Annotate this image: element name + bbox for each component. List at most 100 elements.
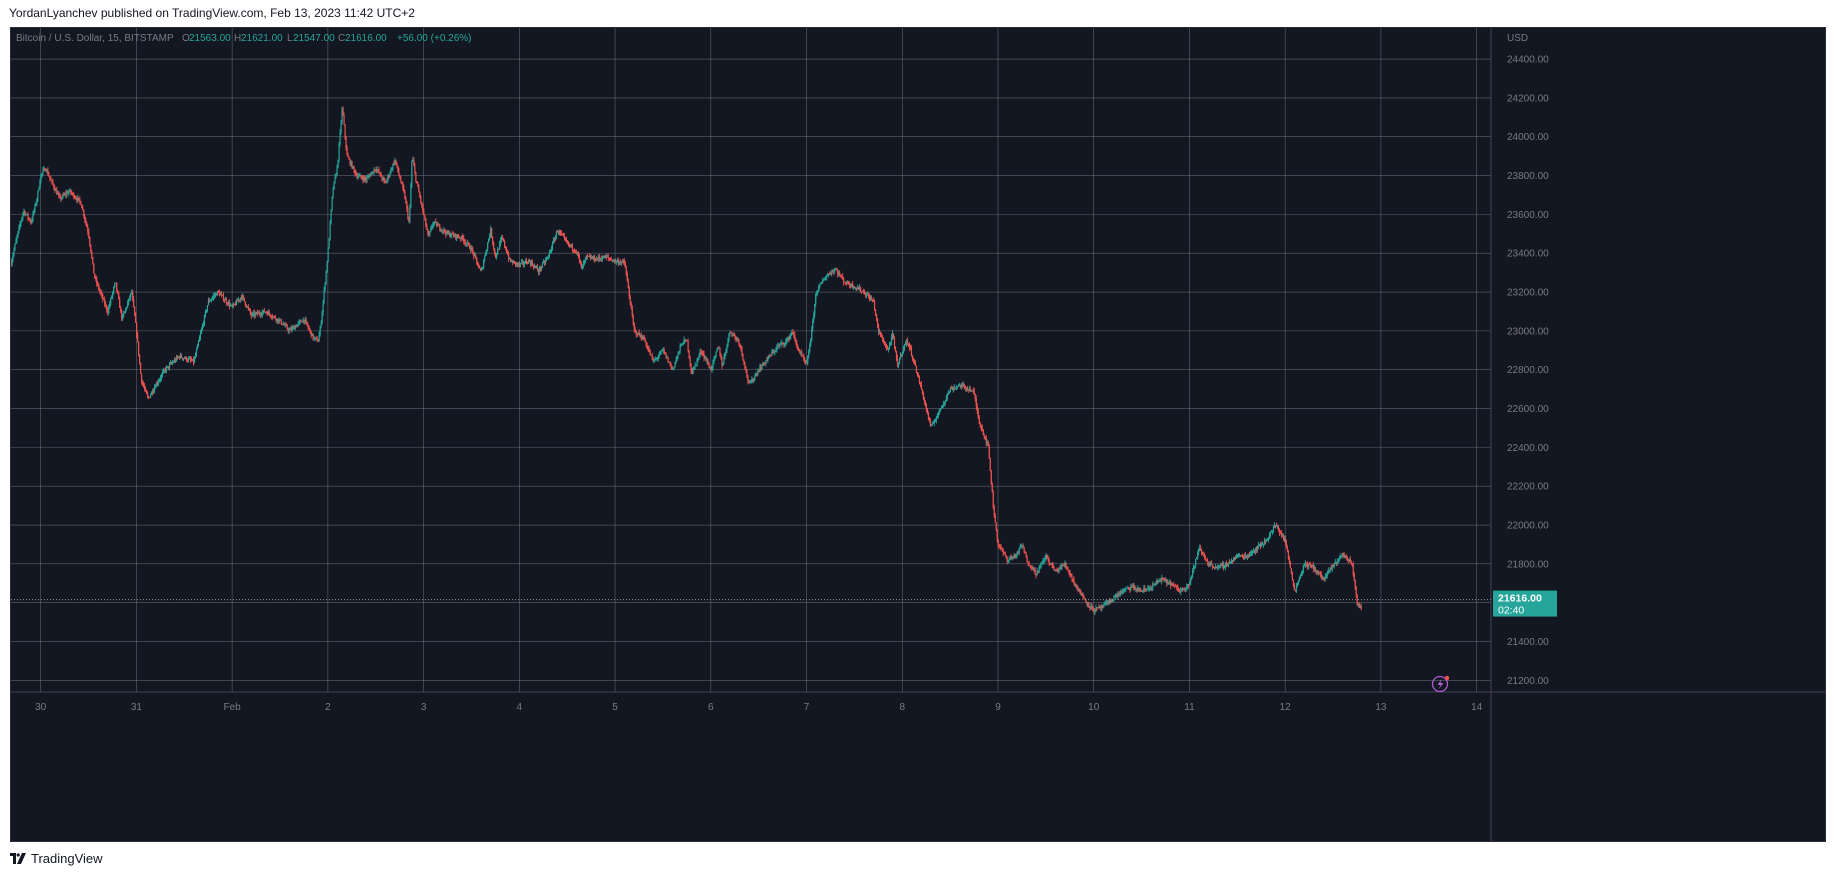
candle-body	[14, 244, 16, 250]
candle-body	[238, 299, 240, 301]
candle-body	[1138, 587, 1140, 592]
candle-body	[742, 353, 744, 360]
candle-body	[68, 191, 70, 194]
candle-body	[250, 313, 252, 316]
candle-body	[956, 386, 958, 388]
candle-body	[1258, 544, 1261, 546]
candle-body	[375, 169, 377, 171]
candle-body	[816, 292, 818, 295]
candle-body	[1176, 585, 1178, 588]
candle-body	[784, 344, 786, 345]
candle-body	[52, 181, 54, 185]
candle-body	[353, 166, 355, 170]
candle-body	[801, 352, 803, 356]
candle-body	[1216, 567, 1218, 569]
candle-body	[925, 404, 928, 411]
candle-body	[1153, 584, 1155, 586]
chart-panel[interactable]: 24400.00 24200.00 24000.00 23800.00 23600.00…	[10, 27, 1826, 842]
candle-body	[740, 345, 742, 348]
candle-body	[541, 262, 544, 267]
candlestick-chart[interactable]: 24400.00 24200.00 24000.00 23800.00 23600.00…	[10, 28, 1825, 841]
candle-body	[82, 208, 84, 211]
candle-body	[869, 297, 872, 300]
candle-body	[335, 174, 337, 177]
candle-body	[1290, 568, 1293, 574]
candle-body	[1283, 538, 1286, 540]
candle-body	[51, 180, 53, 182]
candle-body	[1049, 563, 1051, 564]
x-tick-label: 5	[612, 702, 618, 713]
candle-body	[1175, 585, 1177, 587]
candle-body	[993, 507, 995, 516]
candle-body	[724, 353, 726, 358]
candle-body	[192, 359, 195, 363]
candle-body	[1046, 554, 1048, 558]
candle-body	[1148, 588, 1150, 590]
candle-body	[902, 348, 905, 352]
candle-body	[581, 265, 583, 269]
candle-body	[469, 244, 471, 249]
candle-body	[165, 366, 168, 371]
candle-body	[77, 197, 79, 201]
candle-body	[802, 355, 804, 357]
candle-body	[1249, 553, 1252, 557]
candle-body	[151, 391, 153, 395]
candle-body	[198, 337, 201, 342]
candle-body	[530, 262, 533, 265]
candle-body	[908, 344, 911, 348]
candle-body	[242, 295, 244, 298]
candle-body	[235, 300, 237, 305]
candle-body	[1090, 605, 1092, 608]
candle-body	[56, 189, 58, 195]
candle-body	[519, 263, 522, 265]
candle-body	[963, 384, 965, 386]
open-value: 21563.00	[189, 33, 231, 44]
candle-body	[590, 257, 592, 259]
candle-body	[13, 249, 15, 255]
candle-body	[506, 249, 508, 253]
candle-body	[688, 350, 690, 358]
candle-body	[682, 343, 684, 345]
candle-body	[133, 298, 135, 307]
candle-body	[911, 355, 914, 359]
candle-body	[1027, 562, 1029, 564]
y-tick-label: 21800.00	[1507, 559, 1549, 570]
candle-body	[1081, 594, 1083, 596]
lightning-alert-icon[interactable]	[1431, 675, 1450, 693]
candle-body	[765, 360, 767, 364]
candle-body	[251, 313, 253, 316]
candle-body	[815, 294, 817, 304]
candle-body	[131, 292, 133, 294]
candle-body	[347, 155, 349, 158]
candle-body	[339, 132, 341, 145]
candle-body	[156, 382, 159, 384]
candle-body	[270, 316, 272, 318]
candle-body	[1070, 575, 1072, 576]
candle-body	[364, 177, 366, 179]
candle-body	[803, 356, 805, 360]
candle-body	[1116, 594, 1118, 597]
candle-body	[179, 354, 182, 358]
candle-body	[526, 263, 529, 264]
candle-body	[1213, 566, 1215, 568]
candle-body	[168, 364, 171, 368]
candle-body	[384, 179, 386, 183]
candle-body	[405, 198, 407, 203]
candle-body	[909, 347, 912, 349]
x-tick-label: 6	[708, 702, 714, 713]
candle-body	[73, 193, 75, 198]
candle-body	[1202, 553, 1204, 555]
candle-body	[471, 248, 473, 251]
candle-body	[1201, 550, 1203, 554]
candle-body	[231, 305, 233, 307]
candle-body	[1185, 588, 1187, 589]
candle-body	[148, 397, 150, 398]
candle-body	[1069, 572, 1071, 576]
candle-body	[1260, 544, 1263, 547]
candle-body	[962, 384, 964, 386]
candle-body	[751, 378, 753, 383]
candle-body	[140, 363, 142, 374]
candle-body	[94, 273, 96, 279]
candle-body	[418, 186, 420, 193]
candle-body	[368, 175, 370, 177]
